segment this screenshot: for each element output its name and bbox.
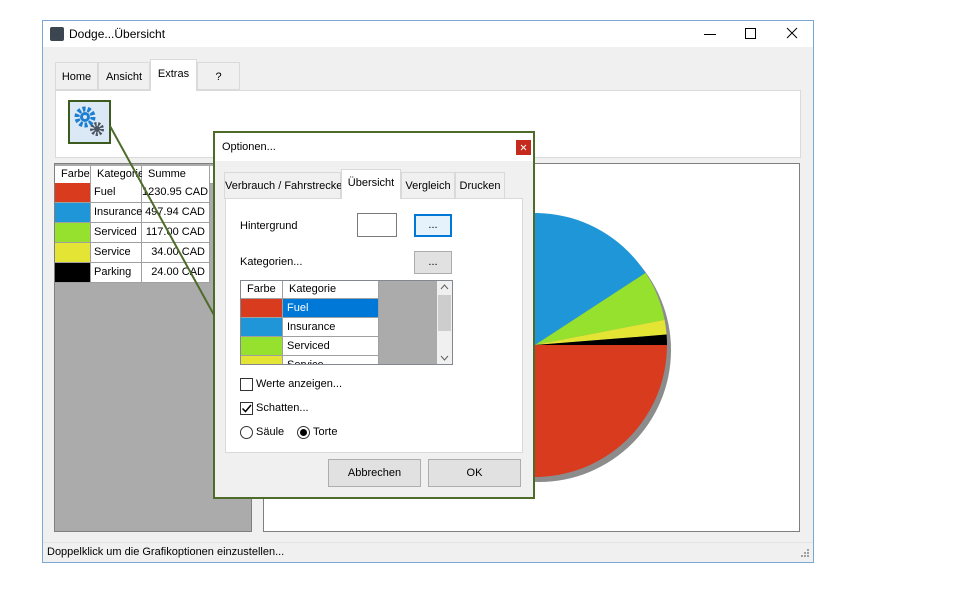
category-cell: Serviced bbox=[91, 223, 142, 243]
dialog-button[interactable]: OK bbox=[428, 459, 521, 487]
gear-icon bbox=[74, 106, 104, 136]
dialog-button[interactable]: Abbrechen bbox=[328, 459, 421, 487]
checkbox[interactable] bbox=[240, 402, 253, 415]
list-category-cell[interactable]: Insurance bbox=[283, 318, 379, 337]
dialog-tab[interactable]: Vergleich bbox=[401, 172, 455, 199]
status-text: Doppelklick um die Grafikoptionen einzus… bbox=[47, 546, 285, 558]
pie-slice bbox=[535, 272, 665, 345]
category-list: Farbe Kategorie Fuel Insurance Serviced Servi… bbox=[240, 280, 453, 365]
list-category-cell[interactable]: Serviced bbox=[283, 337, 379, 356]
category-cell: Fuel bbox=[91, 183, 142, 203]
dialog-tab[interactable]: Verbrauch / Fahrstrecke bbox=[224, 172, 342, 199]
check-mark bbox=[241, 404, 252, 413]
background-button[interactable]: ... bbox=[414, 214, 452, 237]
checkbox-label[interactable]: Schatten... bbox=[256, 402, 309, 414]
list-color-cell[interactable] bbox=[241, 337, 283, 356]
list-scrollbar[interactable] bbox=[437, 281, 452, 364]
scroll-arrows bbox=[440, 284, 449, 361]
dialog-tab[interactable]: Übersicht bbox=[341, 169, 401, 199]
background-swatch bbox=[357, 213, 397, 237]
callout-line bbox=[109, 125, 215, 316]
list-category-cell[interactable]: Service bbox=[283, 356, 379, 364]
status-bar bbox=[43, 542, 813, 562]
categories-button[interactable]: ... bbox=[414, 251, 452, 274]
window-title: Dodge...Übersicht bbox=[69, 27, 166, 41]
radio-button[interactable] bbox=[240, 426, 253, 439]
list-color-cell[interactable] bbox=[241, 299, 283, 318]
color-cell bbox=[55, 203, 91, 223]
title-bar bbox=[43, 21, 813, 47]
color-cell bbox=[55, 243, 91, 263]
list-color-cell[interactable] bbox=[241, 318, 283, 337]
radio-label[interactable]: Säule bbox=[256, 426, 285, 438]
category-cell: Insurance bbox=[91, 203, 142, 223]
dialog-tab[interactable]: Drucken bbox=[455, 172, 505, 199]
ribbon-tab[interactable]: ? bbox=[197, 62, 240, 90]
dialog-close[interactable] bbox=[516, 140, 531, 155]
checkbox-label[interactable]: Werte anzeigen... bbox=[256, 378, 343, 390]
radio-label[interactable]: Torte bbox=[313, 426, 338, 438]
list-header-cell: Kategorie bbox=[283, 281, 379, 299]
settings-button[interactable] bbox=[68, 100, 111, 144]
ribbon-tab[interactable]: Ansicht bbox=[98, 62, 150, 90]
list-header bbox=[241, 281, 379, 299]
background-label: Hintergrund bbox=[240, 220, 298, 232]
categories-label: Kategorien... bbox=[240, 256, 303, 268]
list-category-cell[interactable]: Fuel bbox=[283, 299, 379, 318]
pie-slice bbox=[535, 334, 667, 345]
ribbon-tab[interactable]: Home bbox=[55, 62, 98, 90]
sum-cell: 117.00 CAD bbox=[142, 223, 210, 243]
dialog-title-bar bbox=[215, 133, 533, 161]
color-cell bbox=[55, 183, 91, 203]
category-cell: Service bbox=[91, 243, 142, 263]
sum-cell: 1230.95 CAD bbox=[142, 183, 210, 203]
app-icon bbox=[50, 27, 64, 41]
list-color-cell[interactable] bbox=[241, 356, 283, 364]
ribbon-tab[interactable]: Extras bbox=[150, 59, 197, 91]
sum-cell: 34.00 CAD bbox=[142, 243, 210, 263]
table-header: Summe bbox=[142, 166, 210, 184]
dialog-title: Optionen... bbox=[222, 141, 276, 153]
color-cell bbox=[55, 223, 91, 243]
scroll-arrow-icons bbox=[440, 284, 449, 361]
list-header-cell: Farbe bbox=[241, 281, 283, 299]
checkbox[interactable] bbox=[240, 378, 253, 391]
pie-slice bbox=[535, 319, 667, 345]
close-icon bbox=[520, 144, 527, 151]
category-cell: Parking bbox=[91, 263, 142, 283]
scroll-thumb[interactable] bbox=[438, 295, 451, 331]
color-cell bbox=[55, 263, 91, 283]
radio-dot bbox=[300, 429, 307, 436]
